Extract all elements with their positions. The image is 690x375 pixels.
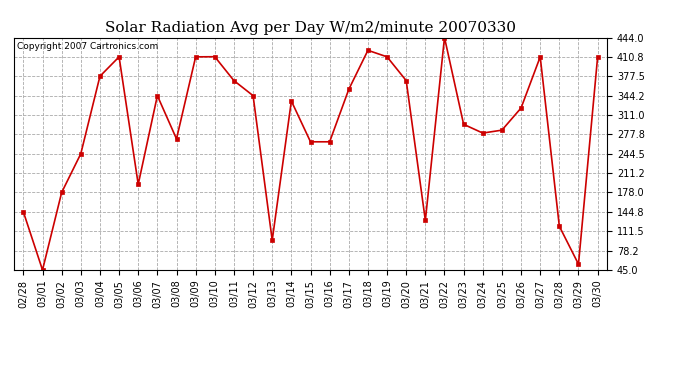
Text: Copyright 2007 Cartronics.com: Copyright 2007 Cartronics.com xyxy=(17,42,158,51)
Title: Solar Radiation Avg per Day W/m2/minute 20070330: Solar Radiation Avg per Day W/m2/minute … xyxy=(105,21,516,35)
